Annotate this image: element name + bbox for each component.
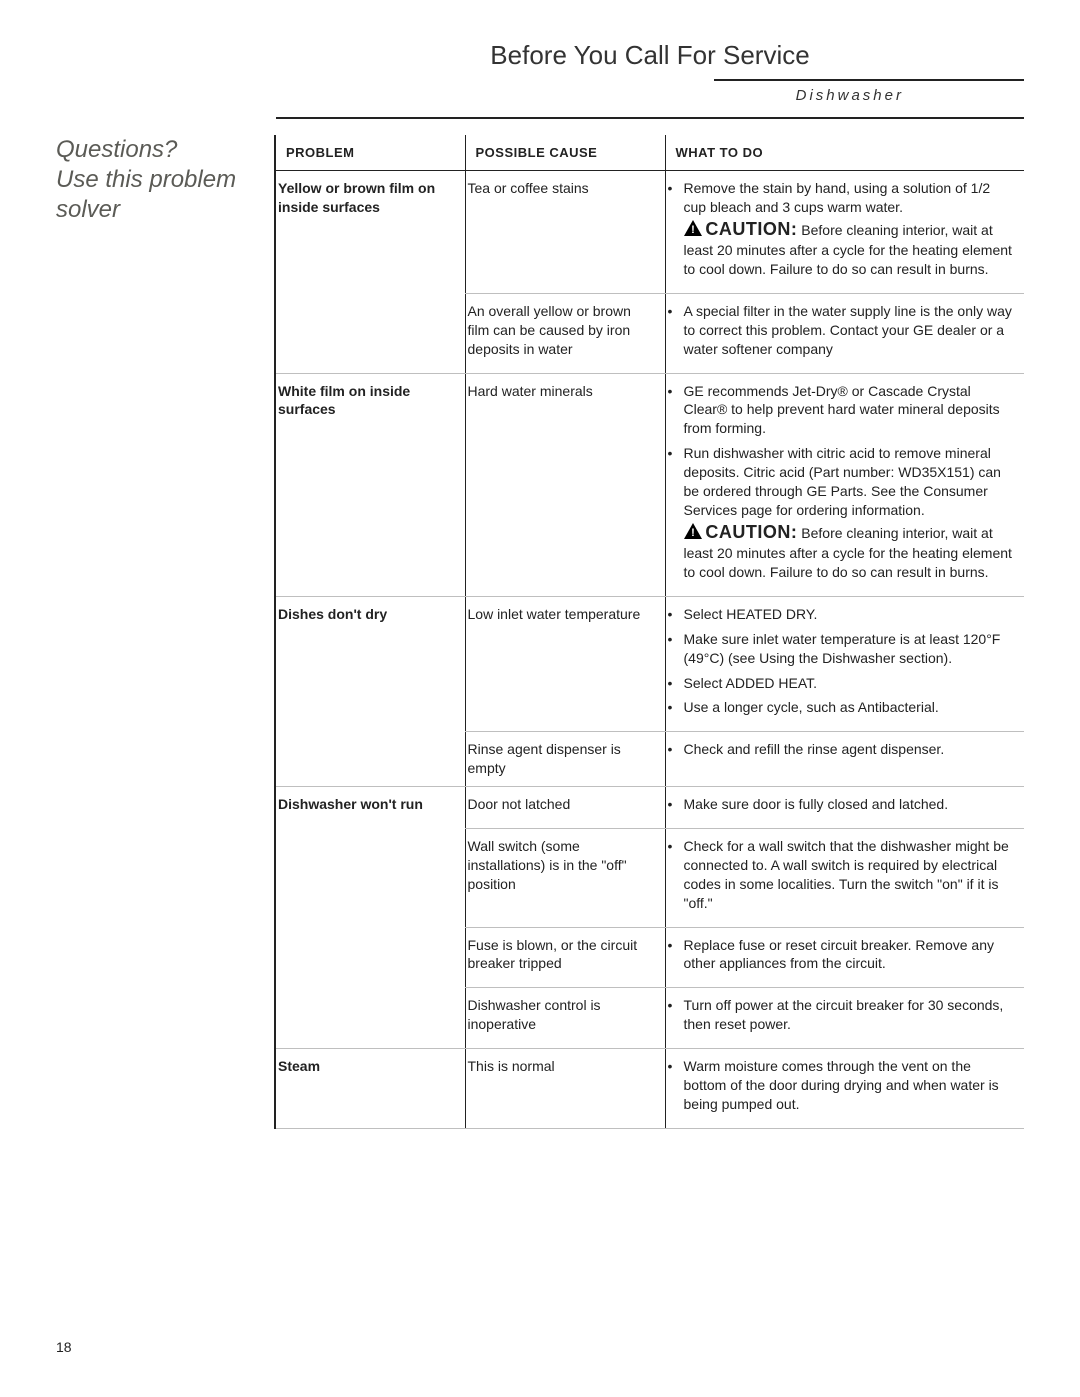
cell-cause: Tea or coffee stains [465, 171, 665, 294]
main-content: Questions? Use this problem solver PROBL… [56, 135, 1024, 1129]
sidebar-heading: Questions? Use this problem solver [56, 135, 246, 225]
bullet-dot: • [668, 996, 678, 1034]
col-header-todo: WHAT TO DO [665, 135, 1024, 171]
cell-cause: Dishwasher control is inoperative [465, 988, 665, 1049]
col-header-cause: POSSIBLE CAUSE [465, 135, 665, 171]
cell-cause: An overall yellow or brown film can be c… [465, 293, 665, 373]
bullet-dot: • [668, 302, 678, 359]
bullet-text: Make sure inlet water temperature is at … [684, 630, 1013, 668]
cell-todo: •Warm moisture comes through the vent on… [665, 1049, 1024, 1129]
bullet-row: •A special filter in the water supply li… [668, 302, 1013, 359]
cell-todo: • Make sure door is fully closed and latc… [665, 787, 1024, 829]
cell-cause: Door not latched [465, 787, 665, 829]
bullet-row: •GE recommends Jet-Dry® or Cascade Cryst… [668, 382, 1013, 439]
cell-todo: •GE recommends Jet-Dry® or Cascade Cryst… [665, 373, 1024, 596]
bullet-row: • Check and refill the rinse agent dispen… [668, 740, 1013, 759]
sidebar-line2: Use this problem solver [56, 166, 236, 223]
page-number: 18 [56, 1339, 72, 1355]
table-row: SteamThis is normal•Warm moisture comes … [275, 1049, 1024, 1129]
cell-cause: Fuse is blown, or the circuit breaker tr… [465, 927, 665, 988]
cell-todo: • Check and refill the rinse agent dispen… [665, 732, 1024, 787]
svg-text:!: ! [691, 527, 695, 539]
cell-problem: Steam [275, 1049, 465, 1129]
cell-todo: •Replace fuse or reset circuit breaker. … [665, 927, 1024, 988]
bullet-text: A special filter in the water supply lin… [684, 302, 1013, 359]
bullet-row: •Run dishwasher with citric acid to remo… [668, 444, 1013, 582]
cell-todo: •Remove the stain by hand, using a solut… [665, 171, 1024, 294]
bullet-row: •Check for a wall switch that the dishwa… [668, 837, 1013, 913]
cell-todo: •A special filter in the water supply li… [665, 293, 1024, 373]
svg-text:!: ! [691, 224, 695, 236]
cell-cause: Hard water minerals [465, 373, 665, 596]
cell-cause: Low inlet water temperature [465, 596, 665, 731]
bullet-row: • Select HEATED DRY. [668, 605, 1013, 624]
bullet-dot: • [668, 382, 678, 439]
table-row: Dishwasher won't runDoor not latched•Mak… [275, 787, 1024, 829]
bullet-dot: • [668, 630, 678, 668]
col-header-problem: PROBLEM [275, 135, 465, 171]
bullet-row: •Remove the stain by hand, using a solut… [668, 179, 1013, 279]
bullet-text: Select HEATED DRY. [684, 605, 1013, 624]
cell-cause: This is normal [465, 1049, 665, 1129]
bullet-dot: • [668, 795, 678, 814]
page-subtitle: Dishwasher [796, 87, 904, 104]
bullet-text: GE recommends Jet-Dry® or Cascade Crysta… [684, 382, 1013, 439]
bullet-text: Warm moisture comes through the vent on … [684, 1057, 1013, 1114]
bullet-dot: • [668, 444, 678, 582]
bullet-text: Make sure door is fully closed and latch… [684, 795, 1013, 814]
warning-icon: ! [684, 523, 702, 539]
bullet-row: •Warm moisture comes through the vent on… [668, 1057, 1013, 1114]
caution-label: CAUTION: [705, 522, 797, 542]
table-header-row: PROBLEM POSSIBLE CAUSE WHAT TO DO [275, 135, 1024, 171]
bullet-row: • Select ADDED HEAT. [668, 674, 1013, 693]
cell-problem: Dishes don't dry [275, 596, 465, 786]
bullet-text: Check and refill the rinse agent dispens… [684, 740, 1013, 759]
sidebar: Questions? Use this problem solver [56, 135, 246, 1129]
cell-todo: •Select HEATED DRY.•Make sure inlet wate… [665, 596, 1024, 731]
cell-todo: •Turn off power at the circuit breaker f… [665, 988, 1024, 1049]
bullet-row: • Make sure door is fully closed and latc… [668, 795, 1013, 814]
page-title: Before You Call For Service [276, 40, 1024, 71]
troubleshoot-table-wrap: PROBLEM POSSIBLE CAUSE WHAT TO DO Yellow… [274, 135, 1024, 1129]
bullet-text: Select ADDED HEAT. [684, 674, 1013, 693]
rule-top [714, 79, 1024, 81]
table-row: Yellow or brown film on inside surfacesT… [275, 171, 1024, 294]
bullet-dot: • [668, 936, 678, 974]
bullet-row: • Use a longer cycle, such as Antibacteri… [668, 698, 1013, 717]
header-rules: Dishwasher [276, 79, 1024, 119]
troubleshoot-table: PROBLEM POSSIBLE CAUSE WHAT TO DO Yellow… [274, 135, 1024, 1129]
table-row: White film on inside surfacesHard water … [275, 373, 1024, 596]
cell-cause: Wall switch (some installations) is in t… [465, 828, 665, 927]
caution-label: CAUTION: [705, 219, 797, 239]
bullet-text: Check for a wall switch that the dishwas… [684, 837, 1013, 913]
cell-problem: Dishwasher won't run [275, 787, 465, 1049]
bullet-text: Remove the stain by hand, using a soluti… [684, 179, 1013, 279]
bullet-dot: • [668, 605, 678, 624]
bullet-dot: • [668, 179, 678, 279]
bullet-text: Use a longer cycle, such as Antibacteria… [684, 698, 1013, 717]
bullet-text: Turn off power at the circuit breaker fo… [684, 996, 1013, 1034]
bullet-text: Replace fuse or reset circuit breaker. R… [684, 936, 1013, 974]
cell-cause: Rinse agent dispenser is empty [465, 732, 665, 787]
bullet-dot: • [668, 674, 678, 693]
table-body: Yellow or brown film on inside surfacesT… [275, 171, 1024, 1129]
bullet-dot: • [668, 698, 678, 717]
cell-problem: Yellow or brown film on inside surfaces [275, 171, 465, 374]
bullet-row: •Turn off power at the circuit breaker f… [668, 996, 1013, 1034]
bullet-row: •Replace fuse or reset circuit breaker. … [668, 936, 1013, 974]
sidebar-line1: Questions? [56, 136, 177, 163]
cell-todo: •Check for a wall switch that the dishwa… [665, 828, 1024, 927]
table-row: Dishes don't dryLow inlet water temperat… [275, 596, 1024, 731]
cell-problem: White film on inside surfaces [275, 373, 465, 596]
bullet-dot: • [668, 837, 678, 913]
bullet-row: •Make sure inlet water temperature is at… [668, 630, 1013, 668]
warning-icon: ! [684, 220, 702, 236]
rule-full [276, 117, 1024, 119]
bullet-dot: • [668, 740, 678, 759]
bullet-dot: • [668, 1057, 678, 1114]
bullet-text: Run dishwasher with citric acid to remov… [684, 444, 1013, 582]
